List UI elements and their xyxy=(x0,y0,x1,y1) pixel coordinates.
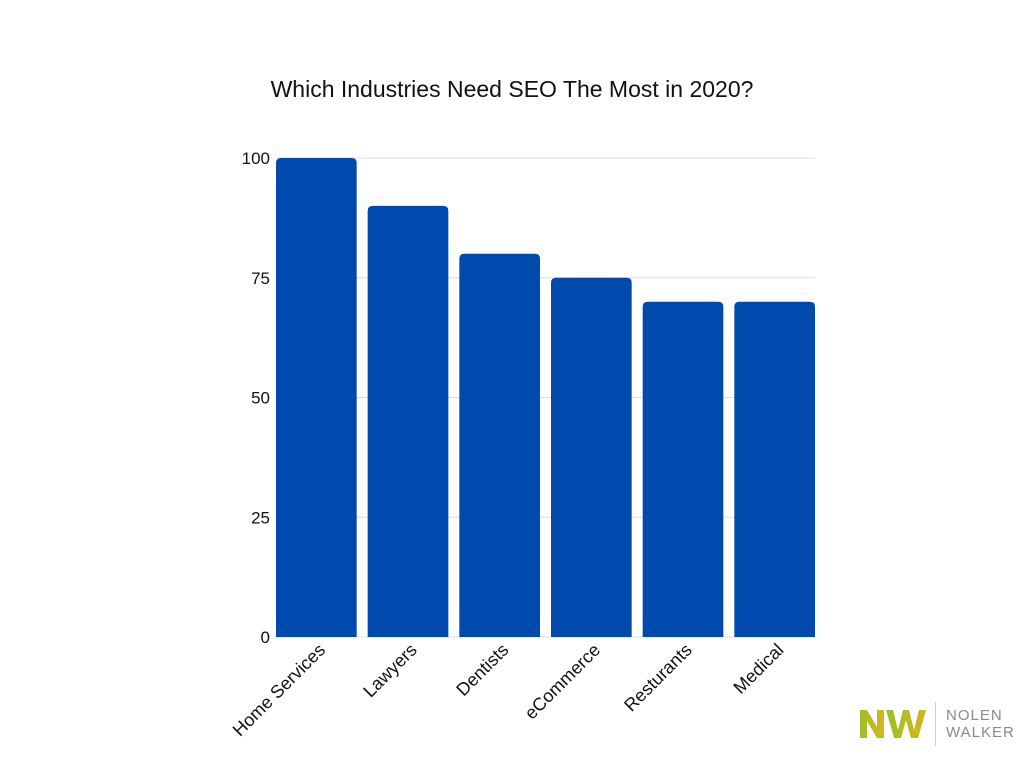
x-tick-label: Home Services xyxy=(229,640,329,740)
gridlines xyxy=(276,157,815,638)
nw-logo-icon xyxy=(860,710,926,738)
x-tick-label: Dentists xyxy=(452,640,512,700)
bar-lawyers xyxy=(367,205,449,637)
y-tick-label: 50 xyxy=(251,389,270,408)
y-axis-ticks: 0 25 50 75 100 xyxy=(242,149,270,647)
bar-home-services xyxy=(276,158,357,637)
logo-divider xyxy=(935,702,936,746)
x-tick-label: eCommerce xyxy=(521,640,604,723)
y-tick-label: 100 xyxy=(242,149,270,168)
nolen-walker-logo xyxy=(858,700,1018,748)
x-tick-label: Resturants xyxy=(620,640,696,716)
bar-medical xyxy=(734,301,815,637)
logo-text-line1: NOLEN xyxy=(946,707,1003,724)
bar-ecommerce xyxy=(551,277,632,637)
y-tick-label: 75 xyxy=(251,269,270,288)
bars xyxy=(276,158,815,638)
chart-title: Which Industries Need SEO The Most in 20… xyxy=(270,76,754,102)
x-tick-label: Lawyers xyxy=(359,640,421,702)
x-tick-label: Medical xyxy=(729,640,787,698)
y-tick-label: 0 xyxy=(261,628,270,647)
bar-resturants xyxy=(642,301,724,637)
x-axis-ticks: Home Services Lawyers Dentists eCommerce Res… xyxy=(229,640,788,740)
y-tick-label: 25 xyxy=(251,508,270,527)
logo-text-line2: WALKER xyxy=(946,724,1015,741)
bar-dentists xyxy=(459,253,540,638)
